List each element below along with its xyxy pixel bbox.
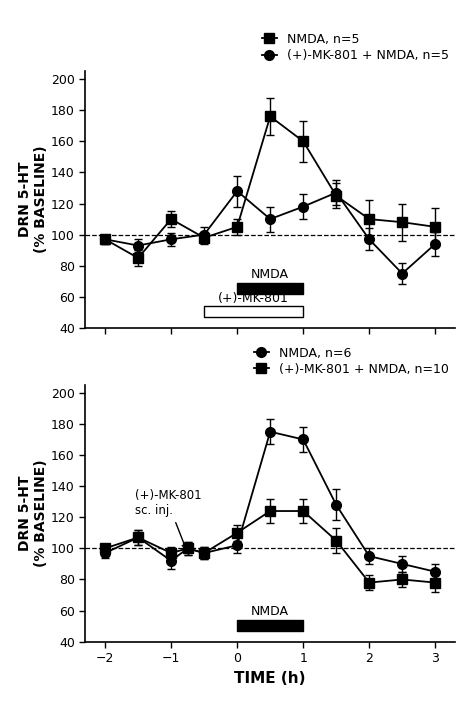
Text: NMDA: NMDA [251,605,289,618]
Y-axis label: DRN 5-HT
(% BASELINE): DRN 5-HT (% BASELINE) [18,146,48,253]
Y-axis label: DRN 5-HT
(% BASELINE): DRN 5-HT (% BASELINE) [18,460,48,567]
Legend: NMDA, n=5, (+)-MK-801 + NMDA, n=5: NMDA, n=5, (+)-MK-801 + NMDA, n=5 [262,34,449,63]
Text: (+)-MK-801: (+)-MK-801 [218,292,289,304]
Text: (+)-MK-801
sc. inj.: (+)-MK-801 sc. inj. [135,489,201,549]
Legend: NMDA, n=6, (+)-MK-801 + NMDA, n=10: NMDA, n=6, (+)-MK-801 + NMDA, n=10 [254,347,449,376]
Text: NMDA: NMDA [251,268,289,282]
X-axis label: TIME (h): TIME (h) [235,671,306,686]
